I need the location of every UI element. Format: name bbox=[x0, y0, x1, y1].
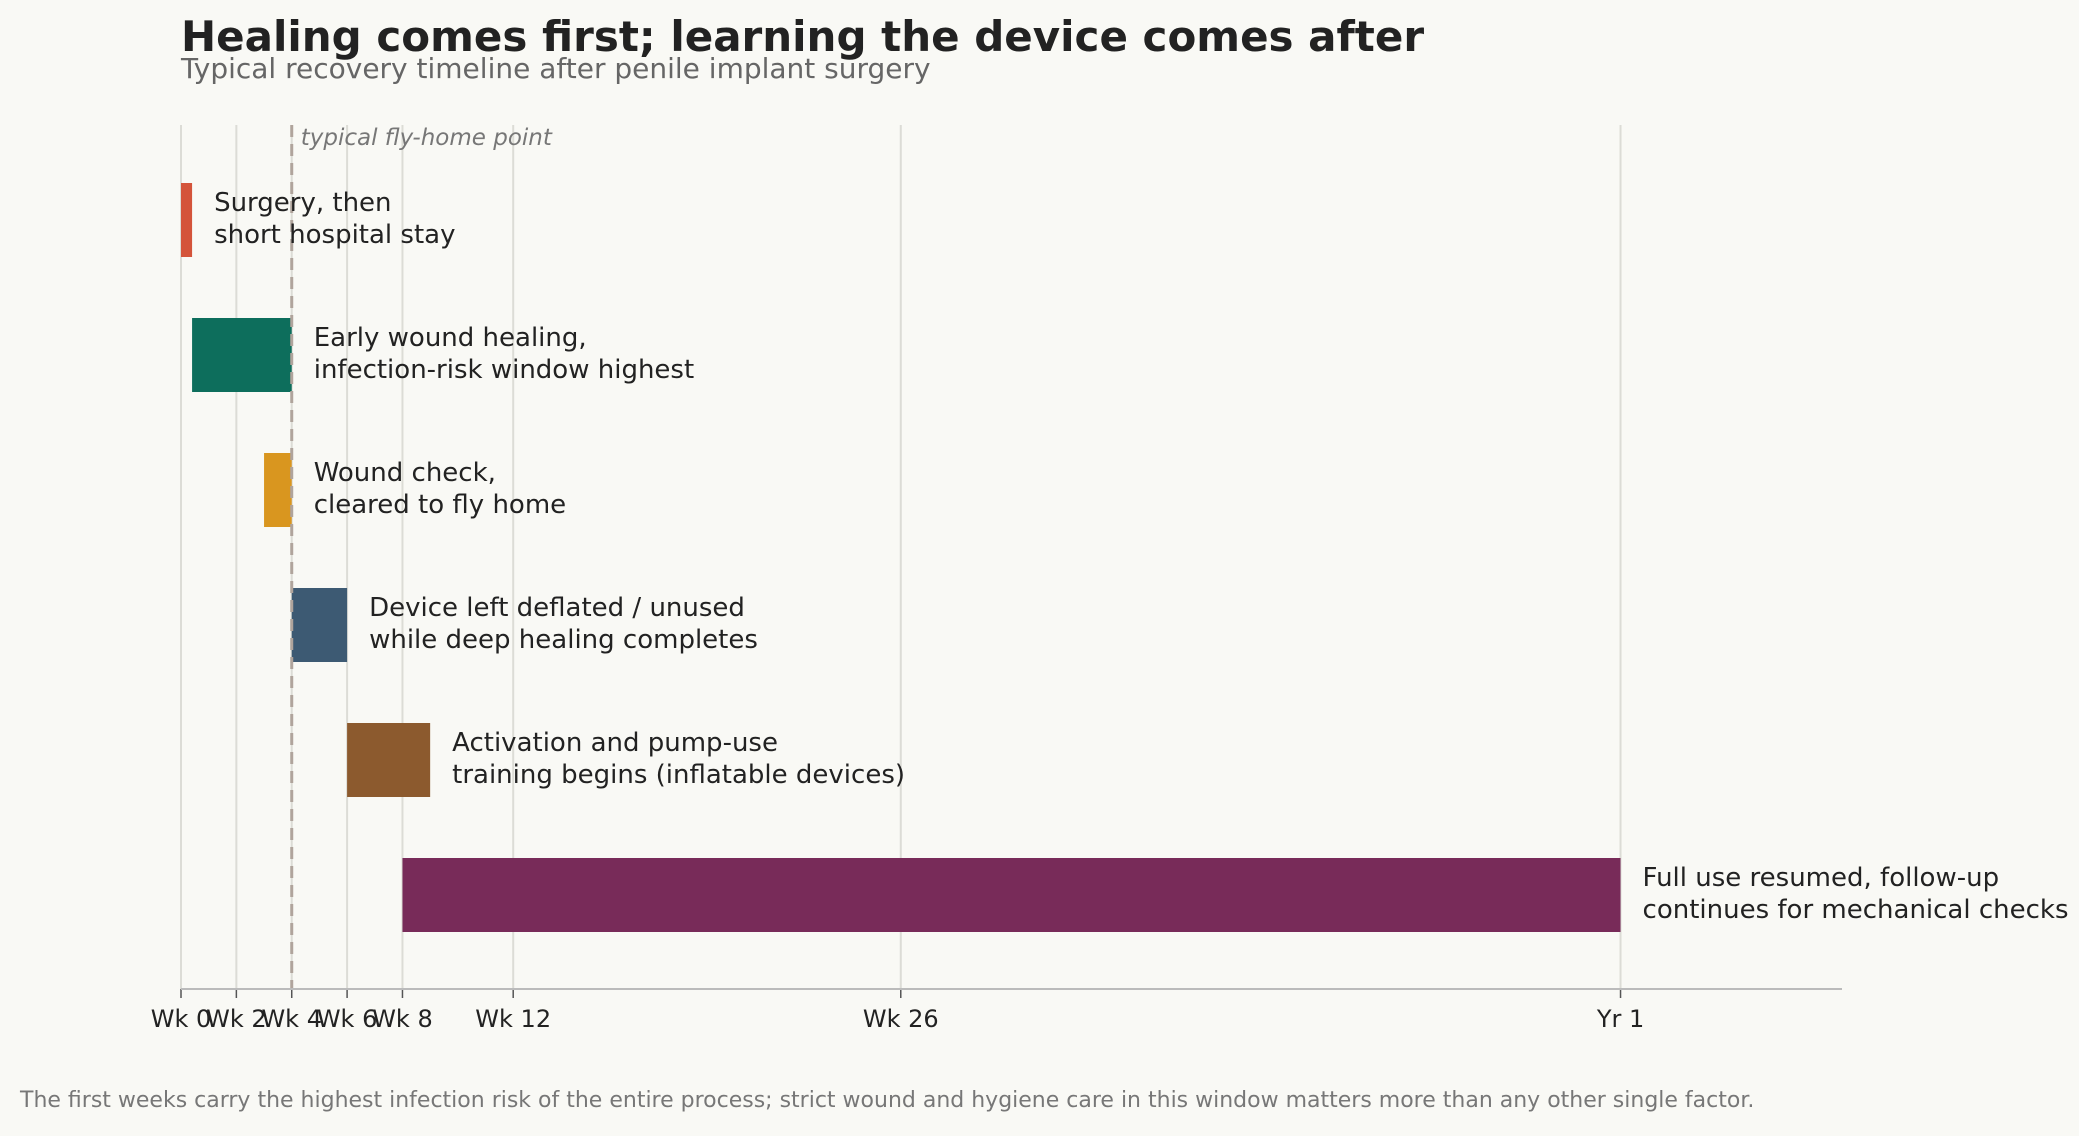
phase-bar bbox=[347, 723, 431, 797]
phase-label-line: Activation and pump-use bbox=[452, 728, 778, 758]
phase-label: Surgery, then short hospital stay bbox=[214, 188, 455, 250]
phase-label-line: Early wound healing, bbox=[314, 323, 587, 353]
phase-label-line: cleared to fly home bbox=[314, 490, 566, 520]
reference-line-group: typical fly-home point bbox=[290, 125, 553, 989]
reference-line-label: typical fly-home point bbox=[301, 125, 553, 151]
phase-label: Full use resumed, follow-up continues for… bbox=[1643, 863, 2069, 925]
x-tick-label: Wk 12 bbox=[475, 1005, 551, 1033]
x-tick-label: Wk 6 bbox=[317, 1005, 378, 1033]
phase-bars bbox=[181, 183, 1621, 932]
phase-label-line: infection-risk window highest bbox=[314, 355, 694, 385]
chart-footnote: The first weeks carry the highest infect… bbox=[20, 1088, 1755, 1113]
x-tick-label: Wk 8 bbox=[372, 1005, 433, 1033]
grid-lines bbox=[180, 125, 1622, 989]
chart-title: Healing comes first; learning the device… bbox=[181, 12, 1425, 61]
phase-bar bbox=[264, 453, 292, 527]
phase-label: Early wound healing, infection-risk windo… bbox=[314, 323, 694, 385]
phase-label-line: while deep healing completes bbox=[369, 625, 758, 655]
x-tick-label: Wk 0 bbox=[151, 1005, 212, 1033]
phase-label-line: continues for mechanical checks bbox=[1643, 895, 2069, 925]
x-tick-label: Wk 26 bbox=[863, 1005, 939, 1033]
phase-label: Device left deflated / unused while deep … bbox=[369, 593, 758, 655]
phase-bar bbox=[402, 858, 1621, 932]
phase-label-line: Surgery, then bbox=[214, 188, 391, 218]
phase-label-line: Device left deflated / unused bbox=[369, 593, 745, 623]
phase-label-line: Full use resumed, follow-up bbox=[1643, 863, 2000, 893]
phase-label-line: Wound check, bbox=[314, 458, 496, 488]
x-axis: Wk 0Wk 2Wk 4Wk 6Wk 8 Wk 12 Wk 26 Yr 1 bbox=[151, 988, 1842, 1033]
phase-label-line: training begins (inflatable devices) bbox=[452, 760, 905, 790]
phase-labels: Surgery, then short hospital stay Early wo… bbox=[214, 188, 2068, 925]
phase-label: Wound check, cleared to fly home bbox=[314, 458, 566, 520]
phase-bar bbox=[291, 588, 348, 662]
phase-bar bbox=[192, 318, 292, 392]
x-tick-label: Yr 1 bbox=[1596, 1005, 1644, 1033]
phase-bar bbox=[181, 183, 193, 257]
phase-label-line: short hospital stay bbox=[214, 220, 455, 250]
phase-label: Activation and pump-use training begins (… bbox=[452, 728, 905, 790]
chart-subtitle: Typical recovery timeline after penile i… bbox=[181, 52, 931, 85]
x-tick-label: Wk 4 bbox=[261, 1005, 322, 1033]
x-tick-label: Wk 2 bbox=[206, 1005, 267, 1033]
